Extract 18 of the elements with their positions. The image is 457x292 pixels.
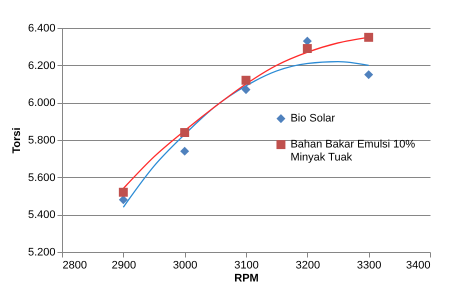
x-tick-label: 3200 <box>296 260 320 272</box>
legend-label: Bahan Bakar Emulsi 10% Minyak Tuak <box>290 138 416 164</box>
y-tick-label: 6.200 <box>28 60 56 72</box>
y-tick-label: 6.400 <box>28 22 56 34</box>
x-tick-label: 3400 <box>406 260 430 272</box>
x-tick-label: 2900 <box>112 260 136 272</box>
x-tick-label: 3300 <box>356 260 382 272</box>
y-tick-label: 5.200 <box>28 246 56 258</box>
x-tick-label: 2800 <box>62 260 87 272</box>
x-tick-label: 3000 <box>172 260 198 272</box>
y-tick-label: 5.400 <box>28 209 56 222</box>
y-tick-label: 5.800 <box>28 134 56 146</box>
legend-label: Bio Solar <box>290 112 336 125</box>
y-tick-label: 5.600 <box>28 172 56 184</box>
y-axis-title: Torsi <box>10 127 23 154</box>
x-axis-title: RPM <box>234 272 259 284</box>
x-tick-label: 3100 <box>234 260 259 272</box>
y-tick-label: 6.000 <box>28 97 56 110</box>
